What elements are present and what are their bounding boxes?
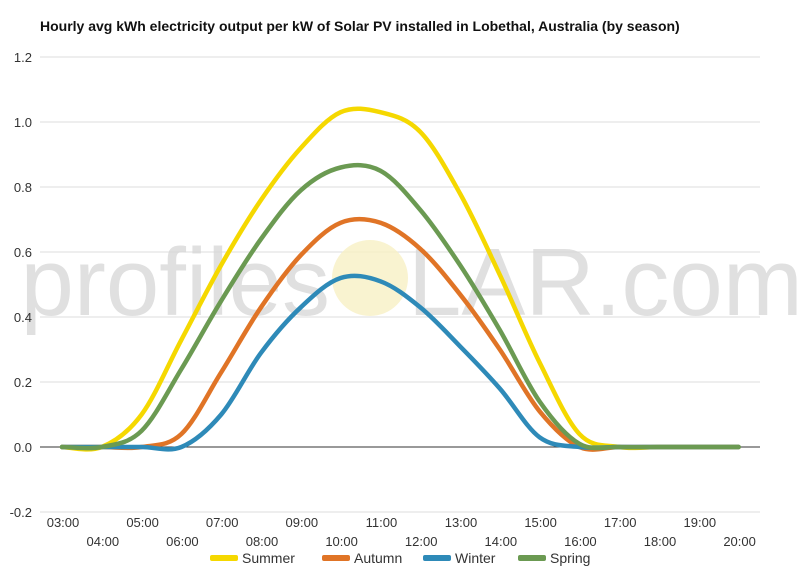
y-tick-label: 1.2 xyxy=(14,50,32,65)
x-tick-label: 03:00 xyxy=(47,515,80,530)
watermark: profiles LAR.com xyxy=(21,229,800,336)
x-tick-label: 10:00 xyxy=(325,534,358,549)
x-tick-label: 07:00 xyxy=(206,515,239,530)
x-tick-labels: 03:00 04:00 05:00 06:00 07:00 08:00 09:00 10:00… xyxy=(47,515,756,549)
legend-label: Summer xyxy=(242,550,295,566)
x-tick-label: 14:00 xyxy=(485,534,518,549)
x-tick-label: 16:00 xyxy=(564,534,597,549)
x-tick-label: 11:00 xyxy=(366,515,398,530)
legend-swatch xyxy=(210,555,238,561)
watermark-text-left: profiles xyxy=(21,229,330,336)
watermark-text-right: LAR.com xyxy=(408,229,800,336)
series-line-spring xyxy=(59,162,741,451)
series-lines xyxy=(59,106,741,452)
legend[interactable]: Summer Autumn Winter Spring xyxy=(210,550,590,566)
legend-label: Winter xyxy=(455,550,496,566)
gridlines xyxy=(40,56,760,513)
legend-label: Spring xyxy=(550,550,590,566)
x-tick-label: 17:00 xyxy=(604,515,637,530)
x-tick-label: 20:00 xyxy=(723,534,756,549)
y-tick-label: 0.4 xyxy=(14,310,32,325)
x-tick-label: 06:00 xyxy=(166,534,199,549)
chart-title: Hourly avg kWh electricity output per kW… xyxy=(40,18,680,34)
y-tick-label: 0.8 xyxy=(14,180,32,195)
legend-swatch xyxy=(322,555,350,561)
x-tick-label: 05:00 xyxy=(126,515,159,530)
legend-item-winter[interactable]: Winter xyxy=(423,550,496,566)
legend-item-spring[interactable]: Spring xyxy=(518,550,590,566)
legend-item-summer[interactable]: Summer xyxy=(210,550,295,566)
x-tick-label: 19:00 xyxy=(684,515,717,530)
legend-item-autumn[interactable]: Autumn xyxy=(322,550,402,566)
x-tick-label: 04:00 xyxy=(87,534,120,549)
y-tick-labels: -0.2 0.0 0.2 0.4 0.6 0.8 1.0 1.2 xyxy=(10,50,32,520)
legend-swatch xyxy=(423,555,451,561)
x-tick-label: 13:00 xyxy=(445,515,478,530)
x-tick-label: 15:00 xyxy=(524,515,557,530)
legend-swatch xyxy=(518,555,546,561)
y-tick-label: -0.2 xyxy=(10,505,32,520)
y-tick-label: 0.2 xyxy=(14,375,32,390)
y-tick-label: 0.0 xyxy=(14,440,32,455)
x-tick-label: 18:00 xyxy=(644,534,677,549)
legend-label: Autumn xyxy=(354,550,402,566)
x-tick-label: 09:00 xyxy=(286,515,319,530)
x-tick-label: 08:00 xyxy=(246,534,279,549)
y-tick-label: 0.6 xyxy=(14,245,32,260)
x-tick-label: 12:00 xyxy=(405,534,438,549)
y-tick-label: 1.0 xyxy=(14,115,32,130)
